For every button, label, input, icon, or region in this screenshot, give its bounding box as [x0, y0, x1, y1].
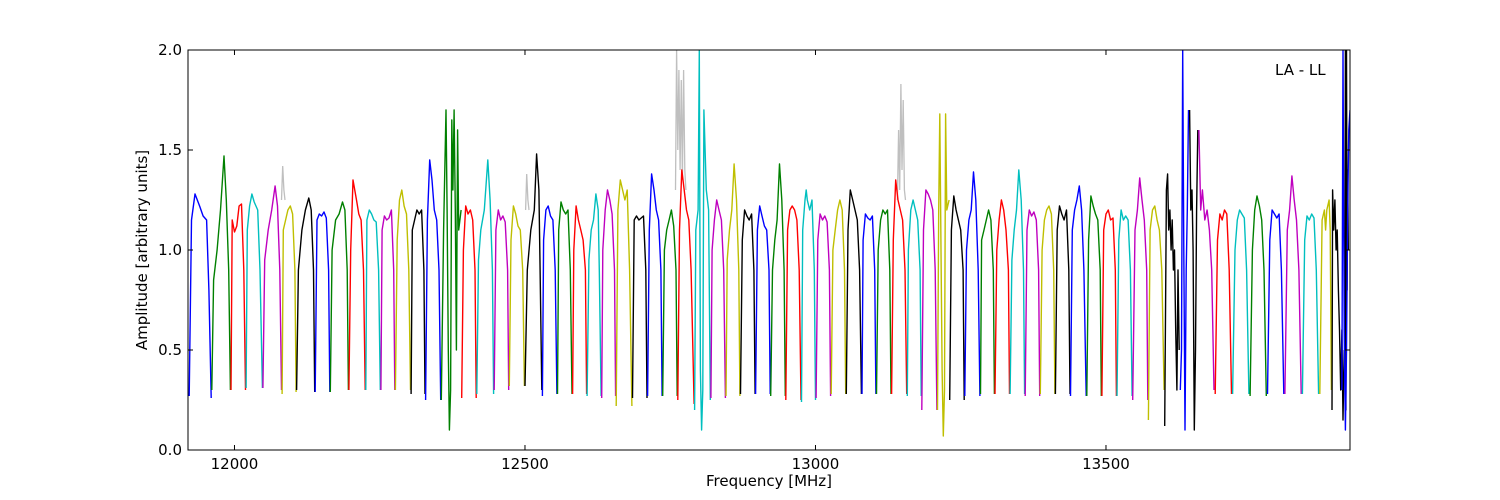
series-line-9	[348, 179, 366, 391]
x-tick-label-0: 12000	[211, 455, 259, 473]
series-line-54	[1039, 205, 1056, 395]
series-line-28	[646, 173, 663, 397]
series-line-6	[295, 197, 316, 393]
series-line-7	[314, 211, 331, 393]
series-line-39	[815, 213, 832, 399]
series-line-68	[1249, 195, 1267, 397]
series-line-15	[440, 109, 462, 431]
series-line-37	[785, 205, 802, 401]
x-axis-label: Frequency [MHz]	[706, 472, 832, 490]
x-tick-label-2: 13000	[792, 455, 840, 473]
series-line-8	[329, 201, 350, 393]
x-tick-label-1: 12500	[501, 455, 549, 473]
series-line-11	[380, 209, 396, 391]
series-line-19	[508, 205, 526, 387]
series-line-44	[890, 179, 908, 395]
series-line-2	[230, 203, 247, 391]
y-tick-label-3: 1.5	[158, 141, 182, 159]
series-line-38	[800, 189, 817, 403]
y-tick-label-2: 1.0	[158, 241, 182, 259]
series-line-20	[524, 153, 543, 391]
series-line-70	[1284, 175, 1302, 395]
series-line-51	[994, 199, 1011, 395]
series-line-53	[1024, 209, 1041, 397]
series-line-0	[188, 193, 212, 399]
series-line-33	[725, 163, 741, 397]
series-line-21	[541, 205, 558, 397]
spike-trace-3	[280, 165, 286, 201]
series-line-75	[1341, 50, 1350, 431]
series-line-63	[1179, 50, 1190, 431]
series-line-18	[493, 209, 510, 391]
series-line-1	[211, 155, 232, 391]
series-line-27	[631, 215, 648, 399]
series-line-58	[1101, 209, 1118, 397]
series-line-45	[906, 199, 922, 397]
series-line-23	[571, 205, 588, 395]
annotation-la-ll: LA - LL	[1275, 61, 1326, 79]
series-line-52	[1009, 169, 1026, 395]
y-tick-label-1: 0.5	[158, 341, 182, 359]
series-line-12	[394, 189, 412, 391]
series-line-64	[1188, 109, 1199, 431]
series-line-69	[1266, 209, 1285, 395]
y-tick-label-0: 0.0	[158, 441, 182, 459]
series-layer	[188, 50, 1350, 437]
series-line-61	[1147, 205, 1165, 421]
x-axis-ticks: 12000 12500 13000 13500	[211, 50, 1130, 473]
spike-trace-0	[674, 50, 687, 191]
series-line-3	[245, 193, 264, 389]
series-line-57	[1086, 195, 1103, 397]
series-line-66	[1214, 209, 1233, 395]
series-line-25	[601, 189, 617, 399]
x-tick-label-3: 13500	[1082, 455, 1130, 473]
series-line-46	[921, 189, 938, 411]
series-line-26	[615, 179, 633, 407]
series-line-48	[949, 195, 965, 401]
series-line-14	[424, 159, 442, 401]
series-line-10	[365, 209, 381, 391]
series-line-59	[1116, 209, 1133, 397]
y-tick-label-4: 2.0	[158, 41, 182, 59]
series-line-4	[262, 185, 283, 391]
series-line-16	[461, 205, 477, 399]
series-line-50	[979, 209, 996, 395]
series-line-42	[861, 213, 877, 395]
series-line-65	[1198, 129, 1215, 391]
series-line-22	[556, 201, 573, 395]
series-line-72	[1319, 199, 1333, 395]
series-line-41	[845, 189, 863, 395]
series-line-5	[281, 205, 297, 395]
y-axis-label: Amplitude [arbitrary units]	[133, 150, 151, 350]
series-line-43	[875, 209, 892, 395]
series-line-49	[964, 171, 981, 397]
series-line-40	[830, 199, 847, 395]
series-line-24	[586, 193, 602, 397]
series-line-29	[662, 209, 678, 397]
series-line-32	[710, 199, 727, 399]
series-line-56	[1069, 185, 1087, 397]
series-line-47	[936, 113, 950, 437]
series-line-71	[1301, 213, 1320, 395]
series-line-13	[410, 209, 426, 395]
spike-trace-1	[896, 83, 907, 201]
series-line-62	[1163, 173, 1180, 427]
series-line-67	[1231, 209, 1250, 395]
series-line-60	[1132, 177, 1149, 401]
series-line-35	[754, 205, 771, 395]
series-line-30	[677, 169, 695, 405]
plot-area	[188, 50, 1350, 437]
series-line-36	[770, 163, 786, 397]
series-line-34	[739, 209, 756, 395]
series-line-17	[476, 159, 495, 395]
y-axis-ticks: 0.0 0.5 1.0 1.5 2.0	[158, 41, 1350, 459]
spike-trace-2	[524, 173, 530, 211]
series-line-55	[1054, 205, 1071, 395]
series-line-31	[693, 50, 711, 431]
